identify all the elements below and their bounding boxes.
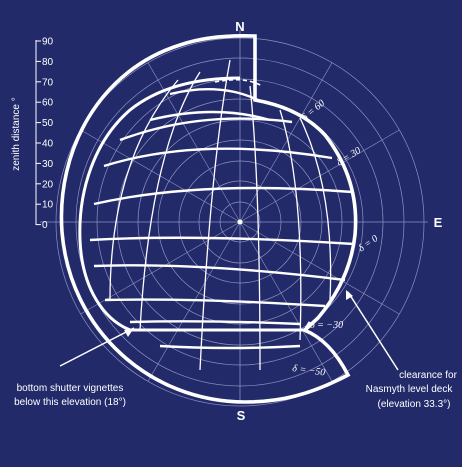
scale-tick-label-20: 20 xyxy=(42,179,54,190)
declination-track-neg40 xyxy=(130,321,300,324)
scale-tick-label-80: 80 xyxy=(42,57,54,68)
scale-tick-label-40: 40 xyxy=(42,139,54,150)
vignetting-note-line1: bottom shutter vignettes xyxy=(17,383,124,394)
scale-tick-label-30: 30 xyxy=(42,159,54,170)
scale-tick-label-50: 50 xyxy=(42,118,54,129)
scale-tick-label-70: 70 xyxy=(42,77,54,88)
hour-angle-curve-3 xyxy=(200,60,230,370)
scale-tick-label-0: 0 xyxy=(42,220,48,231)
declination-track-neg15 xyxy=(94,265,345,280)
scale-tick-label-90: 90 xyxy=(42,37,54,48)
declination-label-60: δ = 60 xyxy=(300,98,327,123)
declination-track-30 xyxy=(94,188,352,204)
zenith-distance-scale: zenith distance ° 90 80 70 60 50 40 30 20 10 0 xyxy=(11,37,54,232)
zenith-point xyxy=(238,220,243,225)
hour-angle-curve-2 xyxy=(110,80,178,300)
clearance-note-line1: clearance for xyxy=(399,370,457,381)
declination-track-neg30 xyxy=(105,300,325,306)
scale-title: zenith distance ° xyxy=(11,97,22,171)
scale-tick-label-10: 10 xyxy=(42,200,54,211)
declination-track-70 xyxy=(170,89,258,100)
vignetting-limit-curve xyxy=(80,78,310,330)
declination-label-0: δ = 0 xyxy=(356,233,380,254)
clearance-pointer-line xyxy=(348,292,398,370)
scale-tick-label-60: 60 xyxy=(42,98,54,109)
hour-angle-curve-4 xyxy=(250,86,260,370)
clearance-note-line2: Nasmyth level deck xyxy=(366,384,454,395)
declination-label-neg50: δ = −50 xyxy=(292,363,326,379)
declination-track-0 xyxy=(90,238,354,244)
vignetting-note-line2: below this elevation (18°) xyxy=(14,397,126,408)
declination-track-neg50 xyxy=(160,346,300,348)
compass-south: S xyxy=(237,408,246,423)
declination-label-neg30: δ = −30 xyxy=(310,320,343,331)
compass-north: N xyxy=(235,19,244,34)
vignetting-pointer-line xyxy=(60,328,134,366)
compass-east: E xyxy=(434,215,443,230)
hour-angle-curve-1 xyxy=(140,72,200,330)
clearance-note-line3: (elevation 33.3°) xyxy=(378,399,451,410)
